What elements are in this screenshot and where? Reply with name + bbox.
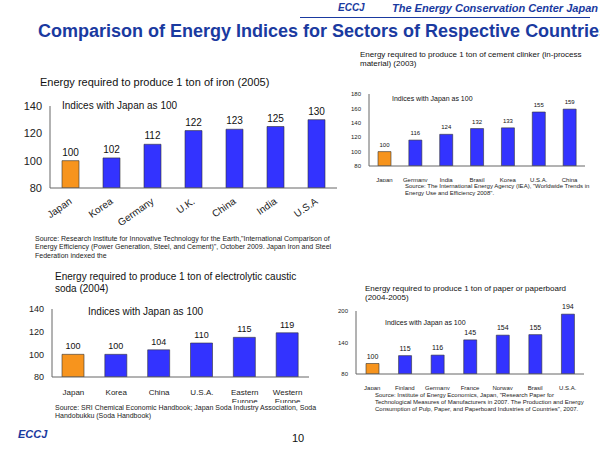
- svg-text:194: 194: [562, 303, 574, 310]
- svg-text:200: 200: [338, 308, 349, 314]
- svg-text:80: 80: [341, 371, 348, 377]
- svg-text:140: 140: [351, 120, 362, 126]
- svg-text:133: 133: [503, 118, 514, 124]
- svg-text:Korea: Korea: [86, 195, 115, 220]
- svg-text:U.S.A.: U.S.A.: [190, 388, 213, 397]
- svg-text:130: 130: [308, 106, 325, 117]
- svg-text:U.S.A.: U.S.A.: [530, 177, 548, 182]
- svg-text:155: 155: [534, 102, 545, 108]
- svg-text:Korea: Korea: [500, 177, 517, 182]
- svg-text:100: 100: [62, 147, 79, 158]
- svg-text:115: 115: [399, 345, 410, 352]
- svg-text:China: China: [562, 177, 578, 182]
- svg-text:India: India: [255, 195, 279, 217]
- svg-text:123: 123: [226, 115, 243, 126]
- svg-text:U.S.A: U.S.A: [292, 195, 320, 219]
- svg-text:120: 120: [29, 327, 44, 337]
- svg-text:Brasil: Brasil: [469, 177, 484, 182]
- svg-text:155: 155: [530, 324, 542, 331]
- svg-text:Germany: Germany: [116, 195, 156, 228]
- svg-text:115: 115: [237, 324, 251, 334]
- svg-text:WesternEurope: WesternEurope: [273, 388, 303, 403]
- html-text:Indices with Japan as 100: Indices with Japan as 100: [88, 306, 204, 317]
- svg-text:100: 100: [108, 341, 123, 351]
- svg-text:145: 145: [464, 329, 476, 336]
- svg-text:140: 140: [24, 100, 42, 112]
- svg-text:Japan: Japan: [376, 177, 392, 182]
- svg-text:Japan: Japan: [45, 195, 74, 220]
- html-text:Energy required to produce 1 t: Energy required to produce 1 ton of ceme…: [360, 50, 582, 69]
- html-text:Energy required to produce 1 t: Energy required to produce 1 ton of pape…: [365, 284, 566, 303]
- html-text:10: 10: [292, 432, 305, 444]
- svg-text:110: 110: [194, 330, 208, 340]
- html-text:Indices with Japan as 100: Indices with Japan as 100: [62, 100, 178, 111]
- svg-text:80: 80: [354, 163, 361, 169]
- svg-text:125: 125: [267, 113, 284, 124]
- svg-text:180: 180: [351, 91, 362, 97]
- svg-text:Japan: Japan: [63, 388, 85, 397]
- svg-text:122: 122: [185, 117, 202, 128]
- svg-text:Japan: Japan: [364, 385, 380, 390]
- svg-text:102: 102: [103, 144, 120, 155]
- svg-text:116: 116: [411, 130, 421, 136]
- html-text:Energy required to produce 1 t: Energy required to produce 1 ton of elec…: [55, 271, 297, 294]
- svg-text:100: 100: [379, 142, 390, 148]
- svg-text:104: 104: [151, 337, 166, 347]
- svg-text:100: 100: [351, 149, 362, 155]
- svg-text:159: 159: [565, 99, 576, 105]
- svg-text:U.S.A.: U.S.A.: [559, 385, 577, 390]
- html-text:Source: Research Institute for: Source: Research Institute for Innovativ…: [35, 235, 332, 259]
- html-text:The Energy Conservation Center: The Energy Conservation Center Japan: [392, 2, 598, 14]
- svg-text:140: 140: [29, 304, 44, 314]
- svg-text:EasternEurope: EasternEurope: [231, 388, 259, 403]
- svg-text:124: 124: [441, 124, 452, 130]
- svg-text:Germany: Germany: [425, 385, 450, 390]
- svg-text:100: 100: [367, 353, 379, 360]
- svg-text:France: France: [461, 385, 480, 390]
- svg-text:Korea: Korea: [106, 388, 128, 397]
- svg-text:112: 112: [145, 130, 161, 141]
- svg-text:120: 120: [351, 134, 362, 140]
- html-text:Indices with Japan as 100: Indices with Japan as 100: [392, 95, 473, 102]
- svg-text:119: 119: [280, 320, 294, 330]
- svg-text:China: China: [149, 388, 170, 397]
- html-text:Source: Institute of Energy Ec: Source: Institute of Energy Economics, J…: [375, 392, 584, 413]
- svg-text:Brasil: Brasil: [528, 385, 543, 390]
- html-text:Source: SRI Chemical Economic: Source: SRI Chemical Economic Handbook; …: [55, 404, 317, 420]
- svg-text:80: 80: [30, 182, 42, 194]
- svg-text:132: 132: [472, 119, 483, 125]
- svg-text:120: 120: [24, 127, 42, 139]
- html-text:ECCJ: ECCJ: [18, 428, 48, 440]
- html-text:Source: The International Ener: Source: The International Energy Agency …: [405, 183, 590, 197]
- svg-text:160: 160: [351, 106, 362, 112]
- svg-text:Germany: Germany: [403, 177, 428, 182]
- svg-text:154: 154: [497, 324, 509, 331]
- svg-text:140: 140: [338, 340, 349, 346]
- svg-text:80: 80: [34, 372, 44, 382]
- html-text:Energy required to produce 1 t: Energy required to produce 1 ton of iron…: [40, 76, 270, 88]
- svg-text:100: 100: [24, 155, 42, 167]
- svg-text:U.K.: U.K.: [174, 195, 196, 215]
- svg-text:100: 100: [29, 350, 44, 360]
- svg-text:Norway: Norway: [492, 385, 512, 390]
- html-text:Indices with Japan as 100: Indices with Japan as 100: [385, 319, 466, 326]
- svg-text:Finland: Finland: [395, 385, 415, 390]
- svg-text:China: China: [210, 195, 238, 219]
- svg-text:India: India: [440, 177, 454, 182]
- html-text:ECCJ: ECCJ: [338, 2, 365, 13]
- svg-text:116: 116: [432, 344, 443, 351]
- svg-text:100: 100: [65, 341, 80, 351]
